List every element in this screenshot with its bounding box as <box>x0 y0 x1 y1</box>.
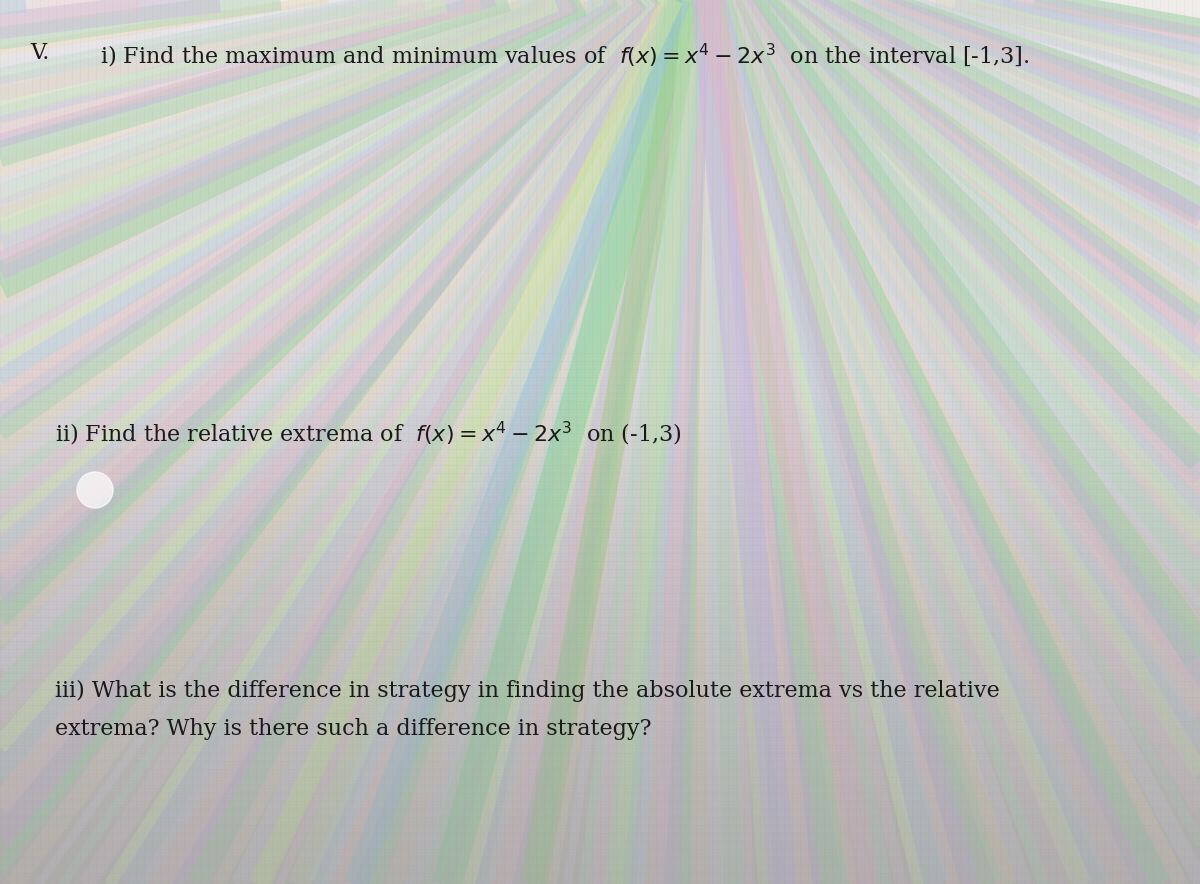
Text: extrema? Why is there such a difference in strategy?: extrema? Why is there such a difference … <box>55 718 652 740</box>
Text: ii) Find the relative extrema of  $f(x) = x^4 - 2x^3$  on (-1,3): ii) Find the relative extrema of $f(x) =… <box>55 420 682 448</box>
Circle shape <box>77 472 113 508</box>
Text: V.: V. <box>30 42 49 64</box>
Text: i) Find the maximum and minimum values of  $f(x) = x^4 - 2x^3$  on the interval : i) Find the maximum and minimum values o… <box>100 42 1030 70</box>
Text: iii) What is the difference in strategy in finding the absolute extrema vs the r: iii) What is the difference in strategy … <box>55 680 1000 702</box>
